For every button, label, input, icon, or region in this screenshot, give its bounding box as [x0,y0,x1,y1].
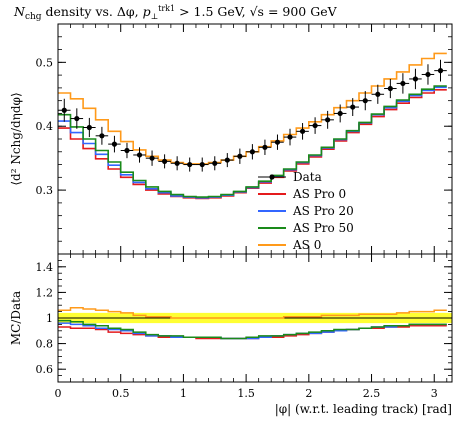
series-as-pro-50 [58,85,447,198]
x-tick-label: 2.5 [363,387,381,400]
data-point [396,73,410,94]
data-point [434,59,447,82]
data-point [283,128,297,146]
x-tick-label: 1 [180,387,187,400]
x-tick-label: 1.5 [237,387,255,400]
data-point [221,153,234,168]
data-point [233,148,247,164]
legend-entry-as-pro-0: AS Pro 0 [258,187,346,201]
data-point [58,98,71,122]
legend-entry-data: Data [258,170,322,184]
title-p-sub: ⊥ [151,12,159,21]
legend-entry-as-pro-20: AS Pro 20 [258,204,354,218]
data-point [409,68,422,90]
legend-label: AS 0 [292,238,321,252]
y-axis-label-main: ⟨d² Nchg/dηdφ⟩ [9,92,23,185]
legend-entry-as-0: AS 0 [258,238,321,252]
series-as-0 [58,52,447,165]
y-tick-label: 0.4 [36,120,54,133]
data-point [170,156,184,171]
chart-title: Nchg density vs. Δφ, p⊥trk1 > 1.5 GeV, √… [13,4,338,22]
title-p: p [143,4,151,19]
y-tick-label: 1 [46,312,53,325]
data-point [83,117,96,138]
data-point [158,154,171,169]
legend: Data AS Pro 0 AS Pro 20 AS Pro 50 AS 0 [258,170,354,252]
ratio-series-as-pro-50 [58,319,447,340]
data-point [333,104,347,123]
data-point [358,91,372,111]
title-p-sup: trk1 [158,4,175,13]
title-middle: density vs. Δφ, [42,4,143,19]
title-cut: > 1.5 GeV, [175,4,249,19]
data-point [321,110,334,129]
legend-entry-as-pro-50: AS Pro 50 [258,221,354,235]
data-point [70,108,84,129]
ratio-series-as-0 [58,307,447,319]
title-sqrt-s: √s [250,4,264,19]
data-point [208,156,222,171]
legend-label: AS Pro 50 [292,221,354,235]
data-point [195,157,209,172]
y-tick-label: 0.5 [36,56,54,69]
main-frame [57,23,453,255]
data-point [246,144,259,160]
x-tick-label: 2 [305,387,312,400]
main-panel: 0.3 0.4 0.5 ⟨d² Nchg/dηdφ⟩ Data AS Pro 0 AS … [9,23,453,255]
legend-label: AS Pro 20 [292,204,354,218]
title-prefix-sub: chg [25,12,42,22]
data-point [258,139,272,155]
y-tick-label: 0.8 [36,338,54,351]
y-tick-label: 1.2 [36,286,54,299]
legend-label: AS Pro 0 [292,187,346,201]
data-point [296,123,309,140]
data-point [308,117,322,134]
data-point [145,150,159,166]
data-point [183,157,196,172]
y-tick-label: 1.4 [36,261,54,274]
data-point [384,78,397,99]
data-point [271,134,284,150]
x-tick-label: 3 [431,387,438,400]
data-point [346,98,359,116]
x-tick-label: 0.5 [112,387,130,400]
legend-label: Data [293,170,322,184]
y-tick-label: 0.3 [36,184,54,197]
ratio-panel: 0 0.5 1 1.5 2 2.5 3 0.6 0.8 1 1.2 1.4 MC/Data [9,253,453,400]
x-tick-label: 0 [55,387,62,400]
data-point [421,64,435,85]
title-energy: = 900 GeV [264,4,338,19]
data-point [95,126,109,145]
data-point [371,84,385,104]
data-point [108,135,121,153]
x-axis-label: |φ| (w.r.t. leading track) [rad] [275,402,452,416]
data-point [120,142,134,159]
data-point [133,147,146,163]
y-tick-label: 0.6 [36,363,54,376]
title-prefix: N [13,4,26,19]
y-axis-label-ratio: MC/Data [9,291,23,345]
